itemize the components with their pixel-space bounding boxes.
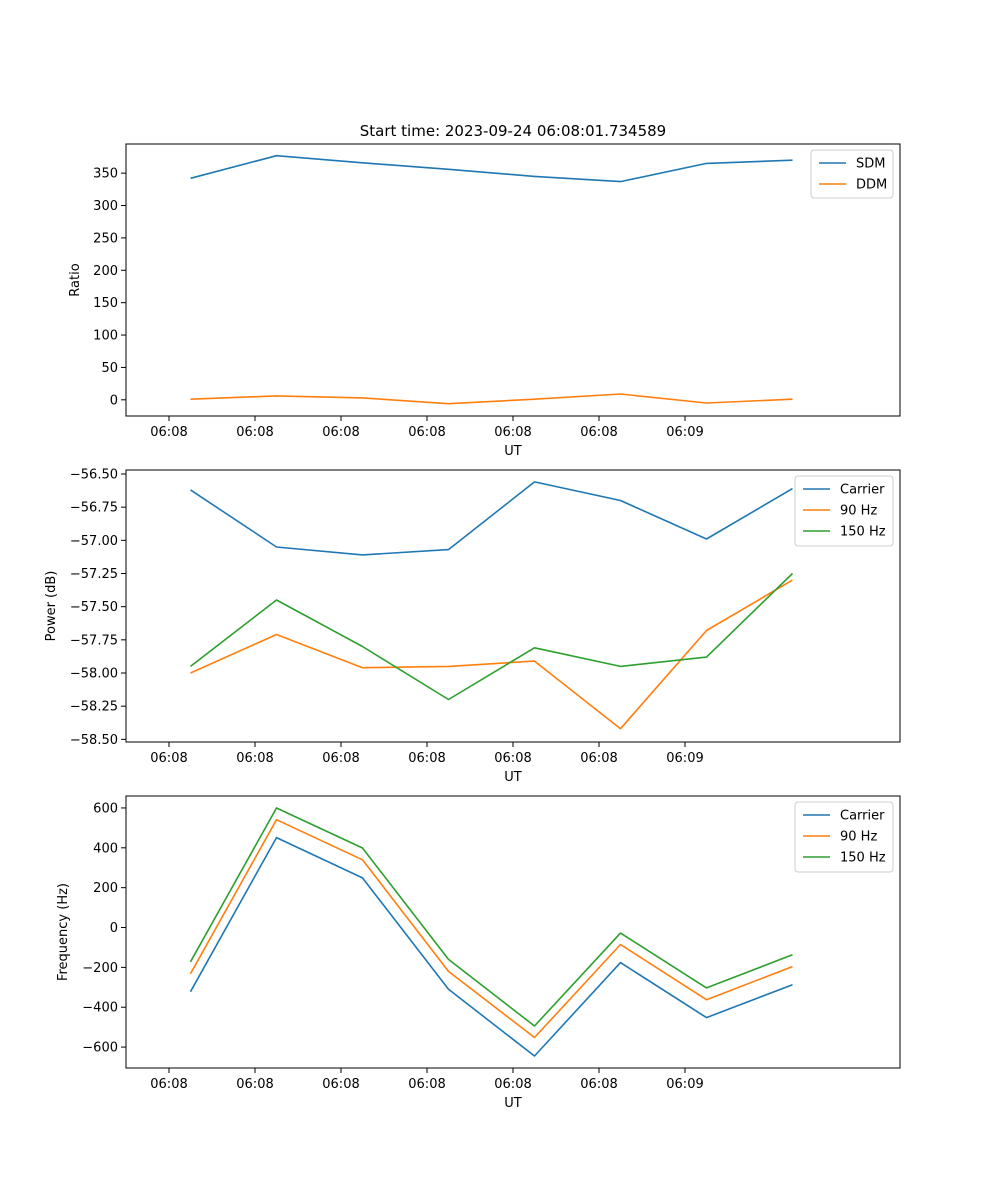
x-tick-label: 06:08 bbox=[150, 1077, 187, 1092]
legend-box bbox=[794, 475, 894, 547]
x-tick-label: 06:08 bbox=[322, 751, 359, 766]
x-tick-label: 06:09 bbox=[666, 751, 703, 766]
axes-frame bbox=[125, 143, 901, 417]
x-tick-label: 06:08 bbox=[494, 425, 531, 440]
legend-label: 90 Hz bbox=[840, 830, 877, 845]
series-line-90-hz bbox=[190, 579, 793, 730]
y-tick-label: 50 bbox=[101, 361, 118, 376]
y-tick-label: 150 bbox=[93, 296, 118, 311]
series-line-90-hz bbox=[189, 818, 793, 1039]
legend-label: Carrier bbox=[840, 483, 885, 498]
y-tick-label: −600 bbox=[82, 1041, 118, 1056]
y-tick-label: 400 bbox=[93, 841, 118, 856]
x-tick-label: 06:08 bbox=[322, 1077, 359, 1092]
subplots: 06:08 06:08 06:08 06:08 06:08 06:08 06:09 0 50 10… bbox=[44, 143, 901, 1111]
y-tick-label: −58.25 bbox=[70, 700, 118, 715]
y-tick-label: −57.75 bbox=[70, 633, 118, 648]
y-tick-label: 0 bbox=[110, 393, 118, 408]
legend-label: DDM bbox=[856, 178, 887, 193]
series-line-150-hz bbox=[190, 572, 794, 701]
x-tick-label: 06:08 bbox=[150, 425, 187, 440]
y-axis-label: Frequency (Hz) bbox=[56, 883, 71, 981]
x-tick-label: 06:08 bbox=[236, 751, 273, 766]
y-tick-label: −58.50 bbox=[70, 733, 118, 748]
x-tick-label: 06:08 bbox=[408, 425, 445, 440]
x-axis-label: UT bbox=[504, 1096, 522, 1111]
series-line-sdm bbox=[190, 154, 793, 183]
axes-frame bbox=[125, 469, 901, 743]
y-tick-label: −57.00 bbox=[70, 534, 118, 549]
legend-label: 150 Hz bbox=[840, 851, 886, 866]
y-tick-label: 200 bbox=[93, 264, 118, 279]
x-tick-label: 06:08 bbox=[494, 751, 531, 766]
x-tick-label: 06:08 bbox=[580, 425, 617, 440]
x-tick-label: 06:08 bbox=[150, 751, 187, 766]
y-axis-label: Ratio bbox=[68, 263, 83, 296]
x-tick-label: 06:08 bbox=[408, 751, 445, 766]
legend: Carrier 90 Hz 150 Hz bbox=[794, 801, 894, 873]
y-tick-label: −57.25 bbox=[70, 567, 118, 582]
legend-box bbox=[794, 801, 894, 873]
x-axis-label: UT bbox=[504, 770, 522, 785]
y-tick-label: 0 bbox=[110, 921, 118, 936]
x-tick-label: 06:09 bbox=[666, 1077, 703, 1092]
figure-title: Start time: 2023-09-24 06:08:01.734589 bbox=[360, 122, 666, 140]
x-tick-label: 06:08 bbox=[494, 1077, 531, 1092]
x-axis-label: UT bbox=[504, 444, 522, 459]
legend-label: Carrier bbox=[840, 809, 885, 824]
y-tick-label: 600 bbox=[93, 801, 118, 816]
y-tick-label: −57.50 bbox=[70, 600, 118, 615]
y-tick-label: 300 bbox=[93, 199, 118, 214]
axes-frame bbox=[125, 795, 901, 1069]
x-tick-label: 06:08 bbox=[580, 1077, 617, 1092]
subplot-2: 06:08 06:08 06:08 06:08 06:08 06:08 06:09 −56.5… bbox=[44, 467, 901, 785]
series-line-150-hz bbox=[189, 807, 793, 1027]
subplot-3: 06:08 06:08 06:08 06:08 06:08 06:08 06:09 600 40… bbox=[56, 795, 901, 1111]
y-tick-label: 250 bbox=[93, 231, 118, 246]
legend-label: 150 Hz bbox=[840, 525, 886, 540]
y-axis-label: Power (dB) bbox=[44, 571, 59, 642]
subplot-1: 06:08 06:08 06:08 06:08 06:08 06:08 06:09 0 50 10… bbox=[68, 143, 901, 459]
y-tick-label: 350 bbox=[93, 167, 118, 182]
y-tick-label: 200 bbox=[93, 881, 118, 896]
x-tick-label: 06:08 bbox=[408, 1077, 445, 1092]
y-tick-label: −400 bbox=[82, 1001, 118, 1016]
y-tick-label: −200 bbox=[82, 961, 118, 976]
x-tick-label: 06:09 bbox=[666, 425, 703, 440]
x-tick-label: 06:08 bbox=[236, 1077, 273, 1092]
legend-label: 90 Hz bbox=[840, 504, 877, 519]
y-tick-label: −56.50 bbox=[70, 467, 118, 482]
y-tick-label: −58.00 bbox=[70, 667, 118, 682]
x-tick-label: 06:08 bbox=[322, 425, 359, 440]
legend: SDM DDM bbox=[810, 149, 894, 199]
y-tick-label: 100 bbox=[93, 329, 118, 344]
series-line-ddm bbox=[190, 393, 793, 405]
legend: Carrier 90 Hz 150 Hz bbox=[794, 475, 894, 547]
series-line-carrier bbox=[189, 836, 793, 1057]
series-line-carrier bbox=[190, 481, 793, 556]
x-tick-label: 06:08 bbox=[580, 751, 617, 766]
y-tick-label: −56.75 bbox=[70, 501, 118, 516]
legend-label: SDM bbox=[856, 157, 885, 172]
legend-box bbox=[810, 149, 894, 199]
x-tick-label: 06:08 bbox=[236, 425, 273, 440]
